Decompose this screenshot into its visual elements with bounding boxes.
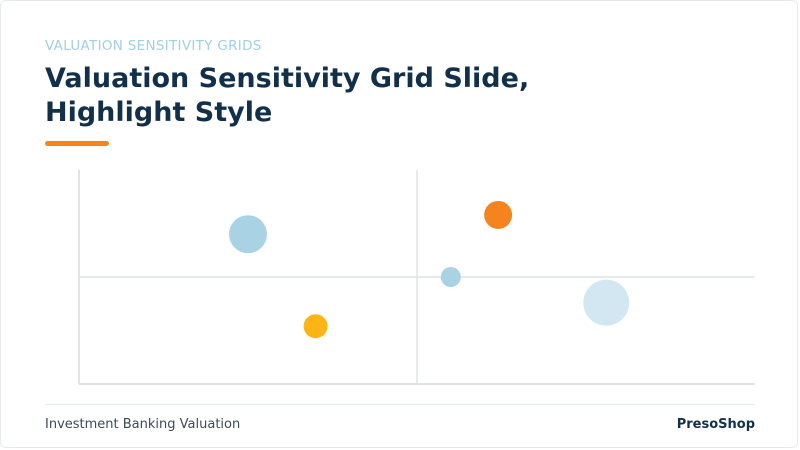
footer-caption: Investment Banking Valuation	[45, 417, 241, 432]
slide-kicker: VALUATION SENSITIVITY GRIDS	[45, 38, 262, 54]
data-point-4	[484, 200, 513, 229]
data-point-5	[583, 279, 630, 326]
footer-divider	[45, 404, 755, 405]
footer-brand: PresoShop	[676, 417, 755, 432]
data-point-2	[303, 314, 328, 339]
slide-title-line-1: Valuation Sensitivity Grid Slide,	[45, 63, 530, 94]
chart-axes	[78, 170, 755, 385]
slide-title-line-2: Highlight Style	[45, 97, 273, 128]
data-point-1	[229, 215, 267, 254]
data-point-3	[440, 267, 461, 287]
title-accent-underline	[45, 141, 109, 146]
slide-title: Valuation Sensitivity Grid Slide, Highli…	[45, 62, 529, 130]
chart-points	[229, 200, 630, 339]
